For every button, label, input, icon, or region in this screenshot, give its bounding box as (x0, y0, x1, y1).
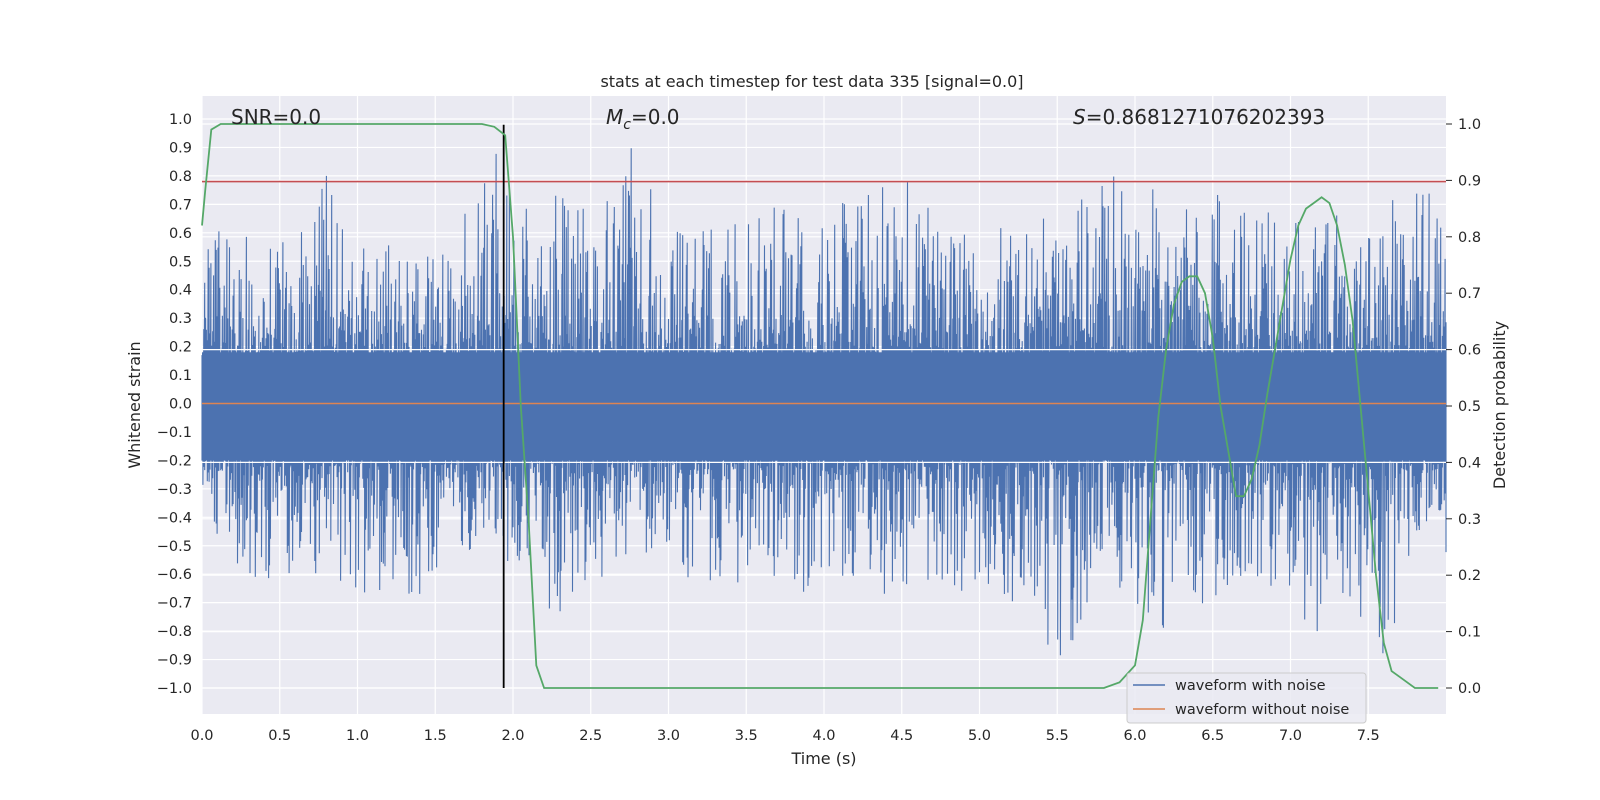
y-left-tick-label: −0.7 (157, 596, 192, 612)
x-tick-label: 0.0 (190, 728, 213, 744)
x-tick-label: 6.5 (1201, 728, 1224, 744)
legend-label-noise: waveform with noise (1175, 678, 1326, 694)
y-left-tick-label: 0.3 (169, 311, 192, 327)
x-tick-label: 1.0 (346, 728, 369, 744)
x-tick-label: 5.0 (968, 728, 991, 744)
y-left-tick-label: −0.8 (157, 624, 192, 640)
x-tick-label: 0.5 (268, 728, 291, 744)
x-tick-label: 1.5 (424, 728, 447, 744)
y-left-tick-label: −1.0 (157, 681, 192, 697)
y-left-tick-label: 0.7 (169, 197, 192, 213)
y-right-tick-label: 0.7 (1458, 286, 1481, 302)
s-value: =0.8681271076202393 (1086, 105, 1325, 129)
x-tick-label: 3.5 (735, 728, 758, 744)
y-right-tick-label: 0.5 (1458, 399, 1481, 415)
y-right-tick-label: 0.9 (1458, 173, 1481, 189)
s-annotation: S=0.8681271076202393 (1073, 105, 1325, 129)
y-left-axis-ticks: 1.0 0.9 0.8 0.7 0.6 0.5 0.4 0.3 0.2 0.1 0.0 −0.1 −0.… (157, 112, 192, 697)
s-symbol: S (1073, 105, 1086, 129)
y-right-tick-label: 0.3 (1458, 512, 1481, 528)
y-right-tick-label: 0.0 (1458, 681, 1481, 697)
y-right-tick-label: 0.1 (1458, 625, 1481, 641)
mc-subscript: c (623, 117, 631, 133)
x-tick-label: 4.0 (812, 728, 835, 744)
x-tick-label: 5.5 (1046, 728, 1069, 744)
x-tick-label: 7.5 (1357, 728, 1380, 744)
y-left-tick-label: −0.2 (157, 453, 192, 469)
legend: waveform with noise waveform without noi… (1126, 672, 1367, 724)
snr-annotation: SNR=0.0 (231, 105, 321, 129)
mc-value: =0.0 (631, 105, 680, 129)
mc-symbol: M (606, 105, 623, 129)
noise-waveform-band (202, 352, 1446, 461)
y-right-tick-label: 1.0 (1458, 117, 1481, 133)
y-left-axis-label: Whitened strain (125, 341, 144, 468)
y-left-tick-label: 1.0 (169, 112, 192, 128)
detection-probability-line (201, 123, 1439, 689)
y-left-tick-label: −0.3 (157, 482, 192, 498)
y-right-tick-label: 0.4 (1458, 455, 1481, 471)
x-axis-ticks: 0.0 0.5 1.0 1.5 2.0 2.5 3.0 3.5 4.0 4.5 5.0 5.5 6.0 6… (190, 728, 1379, 744)
y-left-tick-label: 0.5 (169, 254, 192, 270)
x-tick-label: 2.0 (501, 728, 524, 744)
y-right-tick-label: 0.8 (1458, 230, 1481, 246)
chart-title: stats at each timestep for test data 335… (600, 72, 1023, 91)
y-right-axis-ticks: 1.0 0.9 0.8 0.7 0.6 0.5 0.4 0.3 0.2 0.1 0.0 (1446, 117, 1481, 697)
y-left-tick-label: 0.9 (169, 140, 192, 156)
y-right-axis-label: Detection probability (1490, 321, 1509, 489)
y-left-tick-label: 0.1 (169, 368, 192, 384)
y-left-tick-label: −0.6 (157, 567, 192, 583)
mc-annotation: Mc=0.0 (606, 105, 680, 133)
y-left-tick-label: 0.2 (169, 340, 192, 356)
x-axis-label: Time (s) (790, 749, 856, 768)
y-left-tick-label: −0.4 (157, 510, 192, 526)
x-tick-label: 7.0 (1279, 728, 1302, 744)
series-waveform-with-noise (201, 148, 1447, 656)
x-tick-label: 2.5 (579, 728, 602, 744)
y-left-tick-label: 0.4 (169, 283, 192, 299)
y-left-tick-label: 0.6 (169, 226, 192, 242)
y-right-tick-label: 0.2 (1458, 568, 1481, 584)
y-left-tick-label: −0.5 (157, 539, 192, 555)
x-tick-label: 4.5 (890, 728, 913, 744)
y-left-tick-label: 0.0 (169, 397, 192, 413)
y-left-tick-label: −0.1 (157, 425, 192, 441)
legend-box (1126, 672, 1367, 724)
overlays (201, 123, 1446, 689)
y-left-tick-label: −0.9 (157, 653, 192, 669)
x-tick-label: 6.0 (1123, 728, 1146, 744)
y-left-tick-label: 0.8 (169, 169, 192, 185)
legend-label-clean: waveform without noise (1175, 702, 1349, 718)
y-right-tick-label: 0.6 (1458, 343, 1481, 359)
x-tick-label: 3.0 (657, 728, 680, 744)
